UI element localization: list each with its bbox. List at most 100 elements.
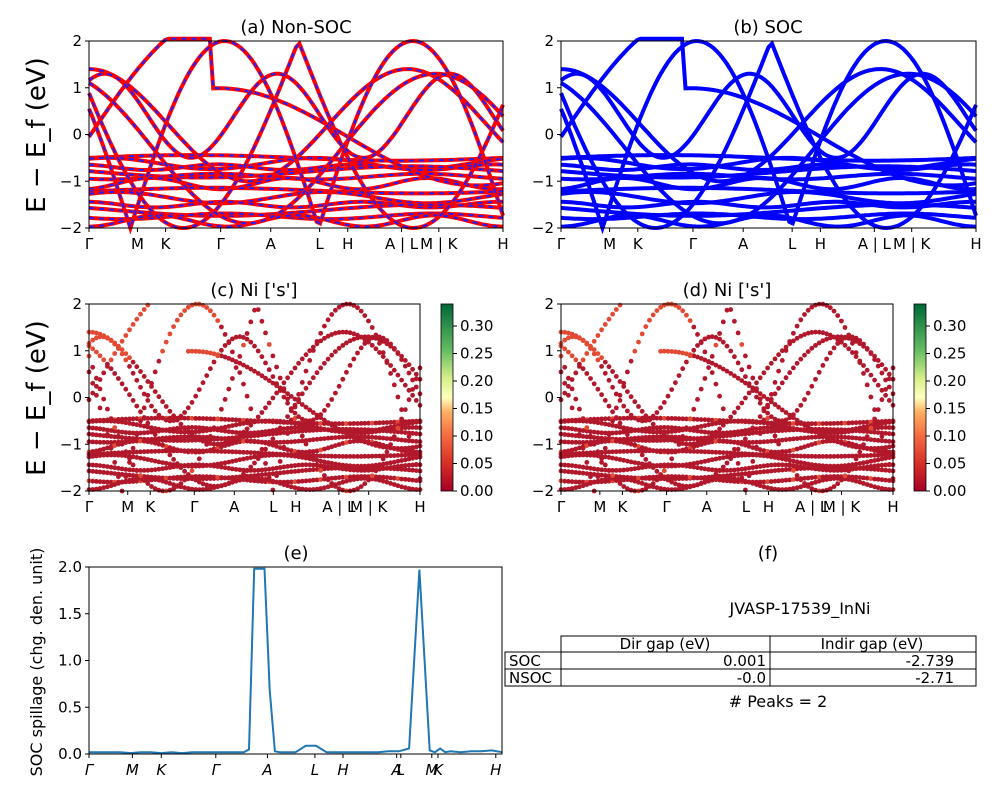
band-point bbox=[728, 348, 734, 354]
y-tick-label: 2 bbox=[544, 295, 554, 313]
band-point bbox=[713, 362, 719, 368]
band-point bbox=[244, 426, 250, 432]
band-point bbox=[816, 474, 822, 480]
band-point bbox=[388, 436, 393, 442]
band-point bbox=[816, 434, 822, 440]
band-point bbox=[255, 476, 261, 481]
band-point bbox=[395, 394, 401, 400]
y-tick-label: 0 bbox=[544, 126, 554, 144]
band-point bbox=[351, 430, 357, 436]
band-point bbox=[299, 356, 305, 362]
band-point bbox=[141, 477, 147, 483]
band-point bbox=[211, 483, 217, 489]
band-point bbox=[872, 466, 877, 472]
band-point bbox=[698, 356, 704, 361]
band-point bbox=[285, 453, 290, 458]
band-point bbox=[566, 486, 571, 492]
band-point bbox=[259, 410, 265, 415]
band-point bbox=[779, 478, 785, 483]
band-point bbox=[299, 391, 305, 397]
band-point bbox=[384, 466, 390, 471]
band-point bbox=[299, 416, 305, 422]
band-point bbox=[584, 452, 590, 458]
band-point bbox=[410, 462, 415, 468]
band-point bbox=[112, 465, 118, 471]
band-point bbox=[101, 433, 107, 439]
band-point bbox=[369, 473, 375, 479]
band-point bbox=[219, 324, 224, 330]
band-point bbox=[285, 400, 290, 406]
band-point bbox=[632, 415, 638, 421]
band-point bbox=[798, 460, 804, 465]
band-point bbox=[163, 460, 169, 466]
band-point bbox=[310, 344, 316, 350]
band-point bbox=[728, 371, 734, 376]
band-point bbox=[314, 477, 320, 483]
band-point bbox=[779, 358, 785, 363]
band-point bbox=[149, 426, 154, 432]
band-point bbox=[636, 435, 641, 441]
band-point bbox=[362, 476, 368, 481]
band-point bbox=[772, 402, 778, 407]
band-point bbox=[813, 329, 818, 335]
x-tick-label: A bbox=[391, 761, 402, 779]
band-point bbox=[395, 419, 401, 425]
band-point bbox=[259, 439, 265, 445]
panel-e-spillage-line bbox=[89, 567, 503, 755]
band-point bbox=[208, 474, 213, 480]
band-point bbox=[303, 441, 309, 447]
band-point bbox=[875, 407, 881, 412]
band-point bbox=[266, 452, 272, 458]
band-point bbox=[879, 434, 885, 439]
band-point bbox=[566, 349, 571, 355]
x-tick-label: M bbox=[131, 235, 144, 253]
band-point bbox=[647, 416, 652, 422]
band-point bbox=[772, 416, 778, 422]
band-point bbox=[569, 386, 575, 392]
band-point bbox=[687, 435, 693, 441]
band-point bbox=[791, 330, 796, 336]
band-point bbox=[569, 486, 575, 491]
band-point bbox=[835, 341, 841, 346]
band-point bbox=[658, 438, 663, 443]
band-point bbox=[347, 330, 353, 336]
band-point bbox=[610, 384, 615, 390]
x-tick-label: L bbox=[742, 498, 751, 516]
band-point bbox=[263, 405, 268, 411]
band-point bbox=[827, 430, 833, 436]
band-point bbox=[569, 377, 575, 382]
band-point bbox=[402, 382, 408, 388]
band-point bbox=[252, 476, 257, 481]
band-point bbox=[333, 330, 338, 336]
band-point bbox=[794, 466, 800, 472]
band-point bbox=[399, 357, 404, 362]
x-tick-label: A bbox=[229, 498, 240, 516]
band-point bbox=[138, 473, 143, 478]
band-point bbox=[163, 444, 169, 449]
band-point bbox=[112, 351, 118, 356]
band-point bbox=[783, 421, 789, 426]
band-point bbox=[610, 430, 615, 436]
band-point bbox=[636, 447, 641, 453]
band-point bbox=[97, 377, 103, 382]
band-point bbox=[643, 418, 649, 423]
band-point bbox=[292, 479, 298, 485]
band-point bbox=[123, 333, 129, 338]
band-point bbox=[680, 441, 686, 446]
band-point bbox=[318, 458, 324, 464]
band-point bbox=[351, 331, 357, 337]
band-point bbox=[241, 438, 246, 444]
band-point bbox=[709, 467, 715, 473]
band-point bbox=[222, 475, 228, 481]
band-point bbox=[779, 462, 785, 468]
band-point bbox=[270, 452, 276, 458]
band-point bbox=[650, 465, 656, 470]
band-point bbox=[687, 427, 693, 433]
band-point bbox=[566, 479, 571, 484]
y-tick-label: 2.0 bbox=[58, 558, 82, 576]
band-point bbox=[90, 468, 96, 474]
band-point bbox=[211, 463, 217, 469]
band-point bbox=[248, 433, 254, 439]
band-point bbox=[599, 416, 604, 422]
band-point bbox=[94, 349, 99, 355]
